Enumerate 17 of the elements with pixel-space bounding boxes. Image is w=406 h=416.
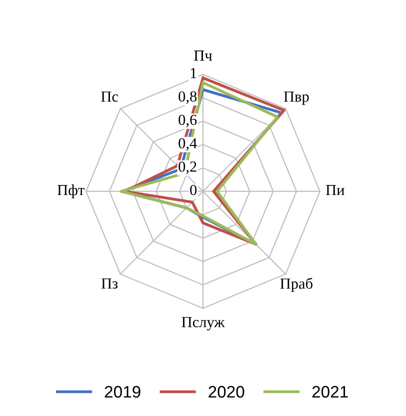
legend-label: 2019: [104, 386, 140, 398]
y-tick-label: 1: [190, 68, 196, 78]
spoke-label: Праб: [280, 278, 312, 292]
y-tick-label: 0,4: [178, 138, 197, 151]
y-tick-label: 0,8: [178, 91, 197, 104]
spoke-label: Пи: [326, 185, 344, 196]
spoke-label: Пвр: [284, 92, 309, 105]
spoke-label: Пз: [101, 278, 118, 289]
spoke-label: Пфт: [58, 184, 84, 198]
legend-label: 2021: [312, 386, 348, 398]
spoke-label: Пслуж: [182, 317, 225, 330]
y-tick-label: 0,2: [178, 161, 196, 174]
legend-label: 2020: [208, 386, 244, 398]
y-tick-label: 0,6: [178, 114, 197, 128]
spoke-label: Пч: [194, 50, 212, 61]
y-tick-label: 0: [190, 184, 197, 196]
spoke-label: Пс: [101, 92, 118, 102]
